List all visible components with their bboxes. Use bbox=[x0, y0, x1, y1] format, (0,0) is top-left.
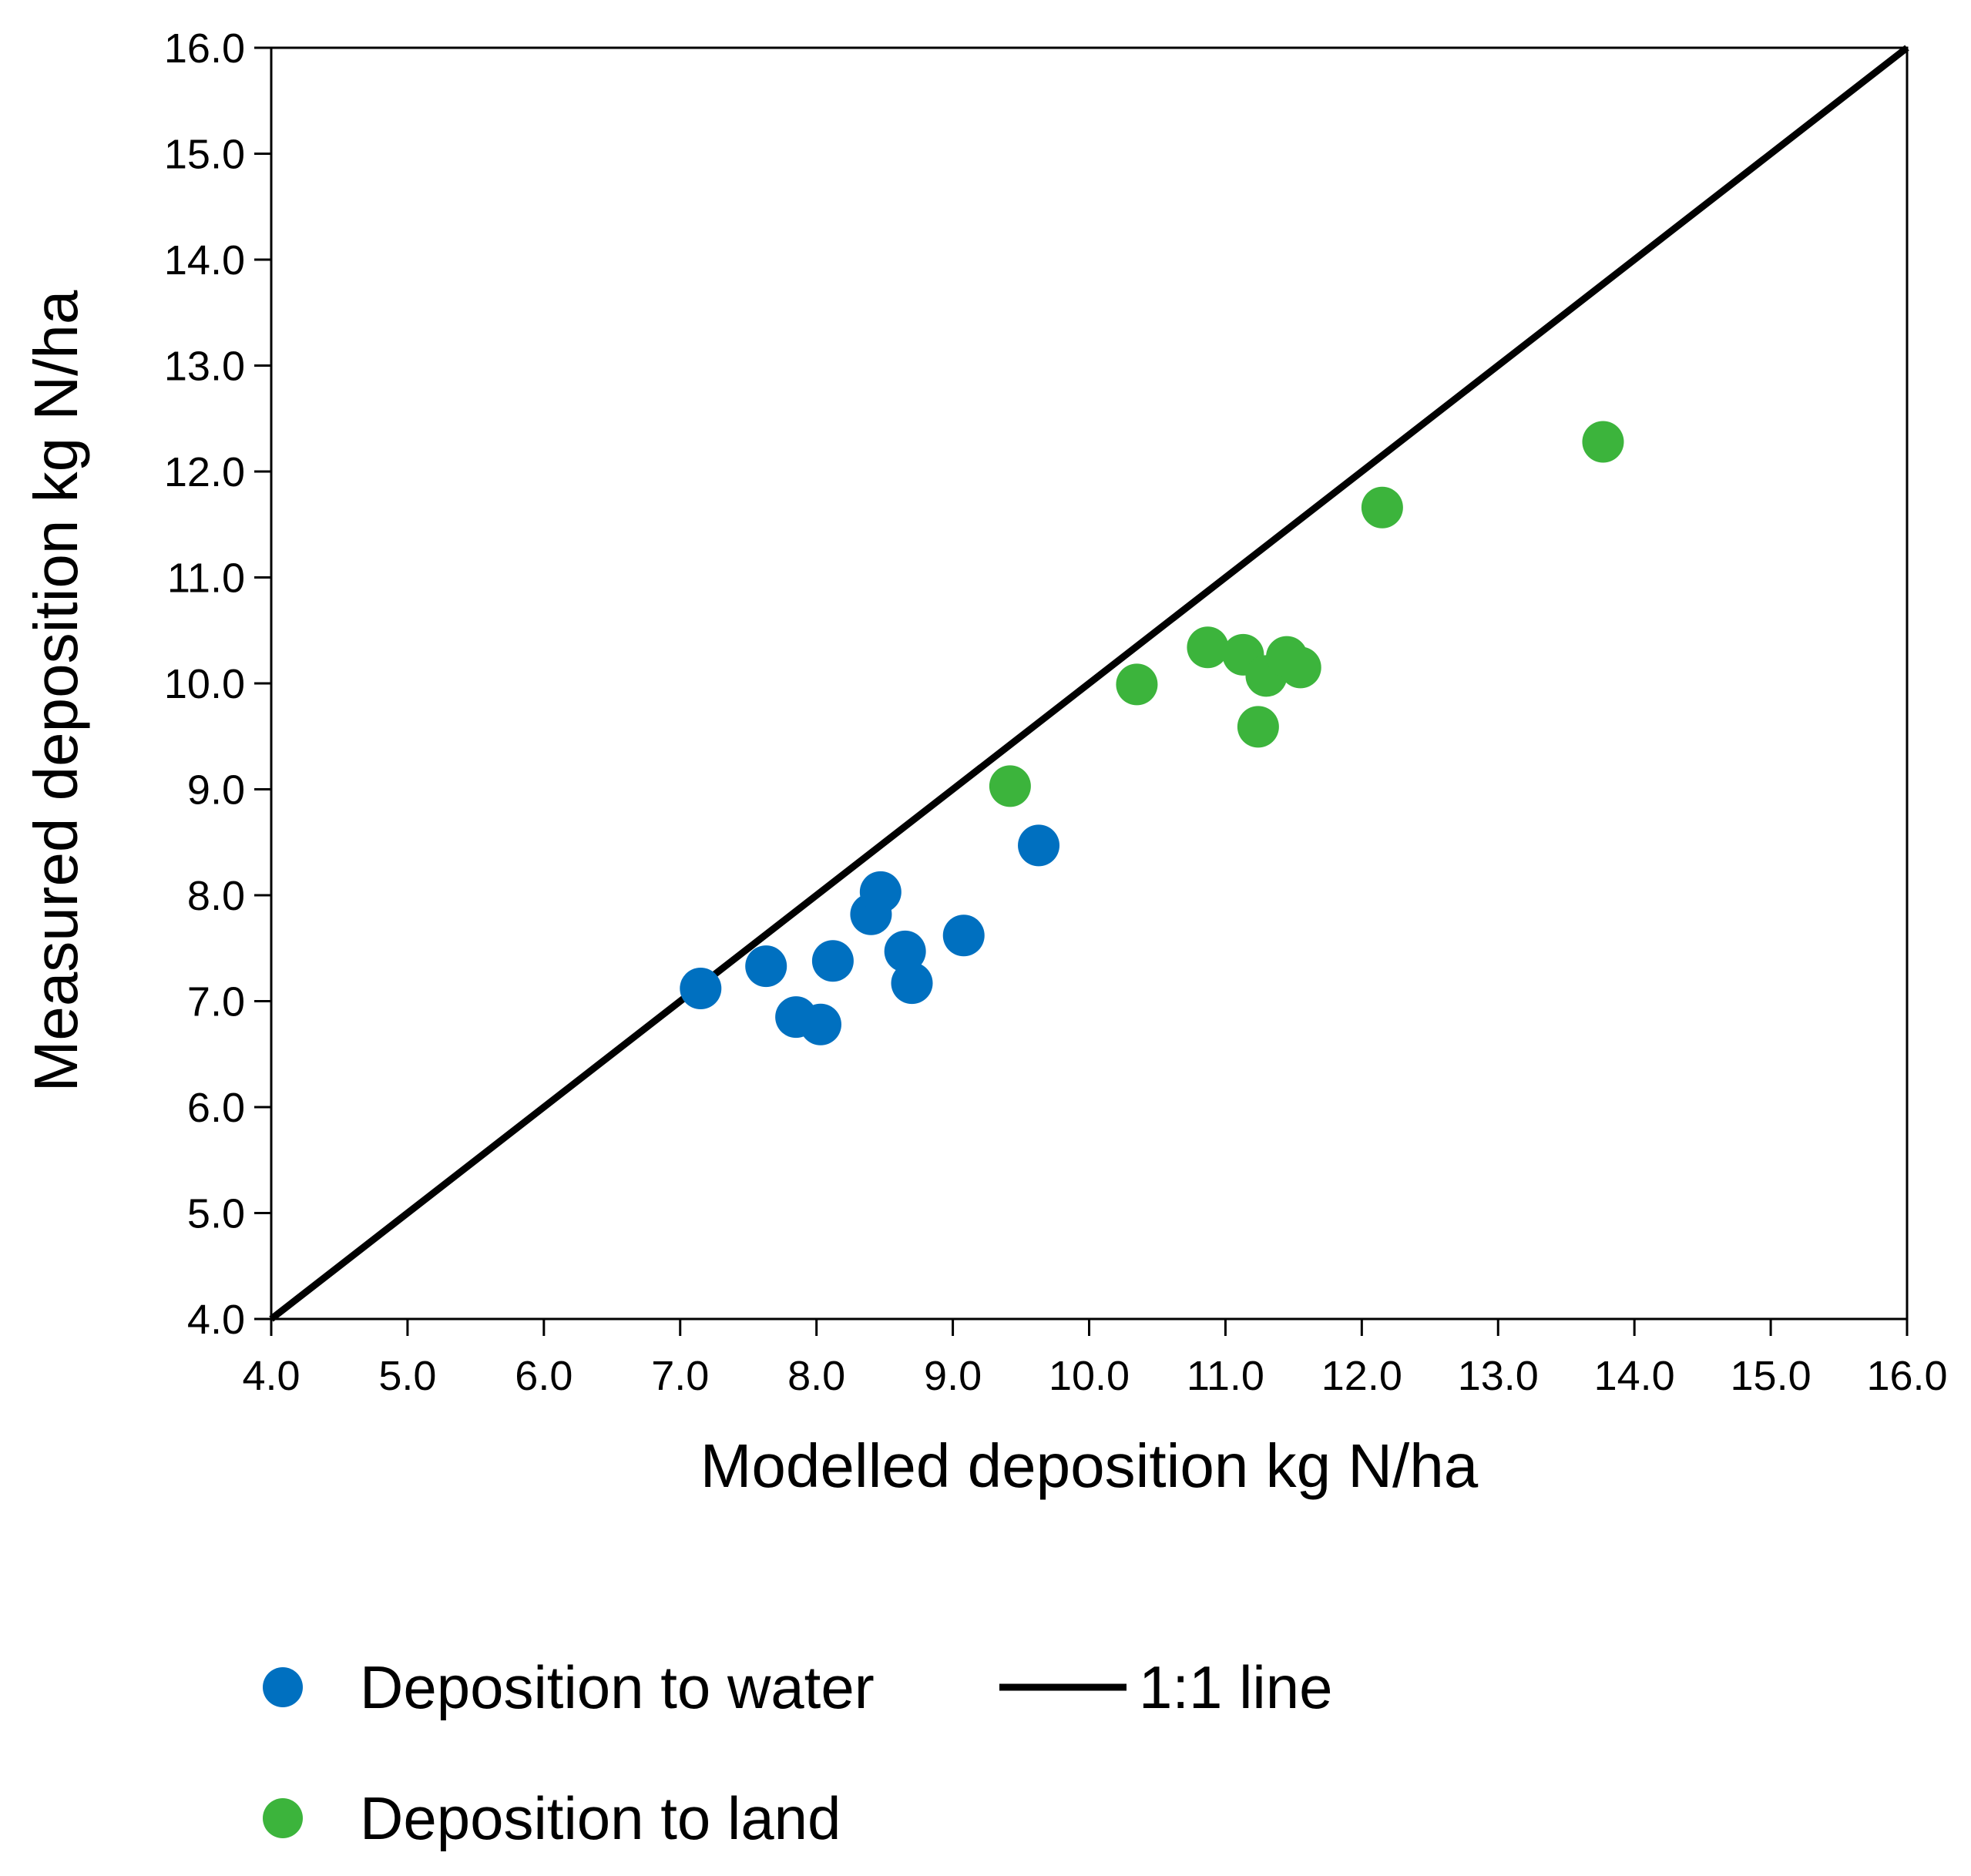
y-tick-label: 6.0 bbox=[187, 1085, 245, 1131]
y-tick-label: 5.0 bbox=[187, 1191, 245, 1237]
data-point-land bbox=[1279, 646, 1321, 689]
data-point-water bbox=[680, 968, 722, 1009]
x-axis: 4.0 5.0 6.0 7.0 8.0 9.0 10.0 11.0 12.0 13.0 14.0 15… bbox=[242, 1319, 1948, 1399]
x-tick-label: 6.0 bbox=[515, 1353, 572, 1399]
x-tick-label: 4.0 bbox=[242, 1353, 300, 1399]
data-point-water bbox=[799, 1003, 841, 1045]
y-axis: 4.0 5.0 6.0 7.0 8.0 9.0 10.0 11.0 12.0 13.0 14.0 15… bbox=[164, 25, 271, 1343]
data-point-land bbox=[1116, 663, 1158, 706]
x-tick-label: 12.0 bbox=[1321, 1353, 1402, 1399]
x-tick-label: 14.0 bbox=[1594, 1353, 1675, 1399]
legend: Deposition to water 1:1 line Deposition … bbox=[263, 1653, 1333, 1852]
legend-marker-land bbox=[263, 1798, 303, 1838]
legend-label-1to1-line: 1:1 line bbox=[1139, 1653, 1333, 1721]
series-layer bbox=[269, 45, 1909, 1322]
series-line-1to1 bbox=[269, 45, 1909, 1322]
y-tick-label: 10.0 bbox=[164, 661, 245, 707]
y-tick-label: 7.0 bbox=[187, 979, 245, 1025]
x-tick-label: 16.0 bbox=[1866, 1353, 1947, 1399]
x-tick-label: 15.0 bbox=[1731, 1353, 1812, 1399]
x-tick-label: 7.0 bbox=[651, 1353, 709, 1399]
legend-label-water: Deposition to water bbox=[360, 1653, 875, 1721]
y-tick-label: 9.0 bbox=[187, 767, 245, 814]
x-tick-label: 5.0 bbox=[378, 1353, 436, 1399]
x-tick-label: 8.0 bbox=[787, 1353, 845, 1399]
data-point-water bbox=[745, 945, 787, 988]
y-tick-label: 14.0 bbox=[164, 237, 245, 284]
data-point-water bbox=[884, 930, 926, 972]
data-point-water bbox=[859, 871, 902, 913]
legend-label-land: Deposition to land bbox=[360, 1784, 841, 1852]
legend-marker-water bbox=[263, 1667, 303, 1707]
data-point-water bbox=[891, 962, 933, 1005]
data-point-land bbox=[1361, 486, 1403, 529]
y-tick-label: 4.0 bbox=[187, 1297, 245, 1343]
y-axis-title: Measured deposition kg N/ha bbox=[22, 290, 90, 1092]
x-tick-label: 9.0 bbox=[924, 1353, 982, 1399]
x-tick-label: 11.0 bbox=[1187, 1353, 1264, 1399]
y-tick-label: 12.0 bbox=[164, 449, 245, 495]
x-tick-label: 10.0 bbox=[1049, 1353, 1130, 1399]
y-tick-label: 15.0 bbox=[164, 132, 245, 178]
data-point-land bbox=[1187, 626, 1229, 669]
x-axis-title: Modelled deposition kg N/ha bbox=[700, 1431, 1479, 1500]
y-tick-label: 8.0 bbox=[187, 873, 245, 919]
y-tick-label: 16.0 bbox=[164, 25, 245, 72]
data-point-land bbox=[1582, 421, 1624, 463]
y-tick-label: 11.0 bbox=[167, 555, 245, 602]
data-point-land bbox=[1237, 706, 1279, 748]
data-point-water bbox=[1018, 824, 1060, 867]
x-tick-label: 13.0 bbox=[1458, 1353, 1539, 1399]
data-point-water bbox=[811, 940, 854, 982]
y-tick-label: 13.0 bbox=[164, 344, 245, 390]
data-point-land bbox=[989, 765, 1031, 807]
data-point-water bbox=[942, 915, 985, 957]
